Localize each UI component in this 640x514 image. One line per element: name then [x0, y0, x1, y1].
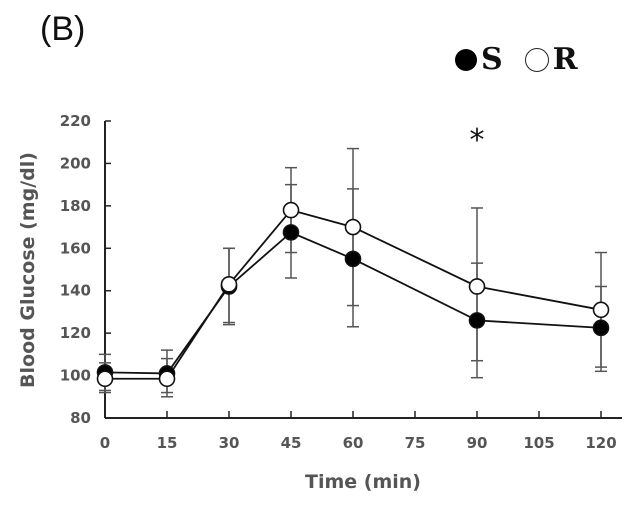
- y-tick-label: 100: [60, 367, 91, 385]
- data-point-R: [282, 201, 300, 219]
- panel-label: (B): [40, 10, 86, 48]
- y-tick-label: 180: [60, 197, 91, 215]
- y-tick-label: 200: [60, 154, 91, 172]
- y-tick-label: 140: [60, 282, 91, 300]
- significance-asterisk: *: [470, 123, 485, 158]
- x-tick-label: 15: [157, 434, 178, 452]
- legend-label-s: S: [481, 42, 503, 77]
- legend-label-r: R: [552, 42, 578, 77]
- x-tick-label: 105: [523, 434, 554, 452]
- annotations: *: [470, 123, 485, 158]
- x-tick-label: 75: [405, 434, 426, 452]
- data-point-R: [592, 301, 610, 319]
- legend-marker-filled-circle-icon: [455, 48, 477, 71]
- x-axis-title: Time (min): [305, 471, 421, 493]
- y-axis-title: Blood Glucose (mg/dl): [17, 152, 39, 388]
- x-tick-label: 0: [100, 434, 110, 452]
- data-points: [96, 201, 610, 388]
- y-tick-label: 220: [60, 112, 91, 130]
- x-tick-label: 60: [343, 434, 364, 452]
- data-point-R: [468, 278, 486, 295]
- axes: 80 100 120 140 160 180 200 220 0 15 30 45 60 75 90 105 1…: [60, 112, 622, 452]
- data-point-S: [344, 250, 362, 268]
- data-point-R: [96, 370, 114, 388]
- y-tick-label: 160: [60, 239, 91, 257]
- legend-marker-open-circle-icon: [524, 47, 549, 72]
- x-tick-label: 90: [467, 434, 488, 452]
- x-tick-label: 120: [585, 434, 616, 452]
- error-bars: [99, 147, 607, 398]
- y-tick-label: 80: [70, 409, 91, 427]
- data-point-S: [282, 224, 300, 241]
- data-point-R: [344, 218, 362, 236]
- data-point-R: [158, 370, 176, 388]
- legend: S R: [455, 42, 600, 77]
- data-point-S: [468, 312, 486, 329]
- y-tick-label: 120: [60, 324, 91, 342]
- x-tick-label: 45: [281, 434, 302, 452]
- data-point-S: [592, 319, 610, 337]
- data-point-R: [220, 276, 238, 293]
- x-tick-label: 30: [219, 434, 240, 452]
